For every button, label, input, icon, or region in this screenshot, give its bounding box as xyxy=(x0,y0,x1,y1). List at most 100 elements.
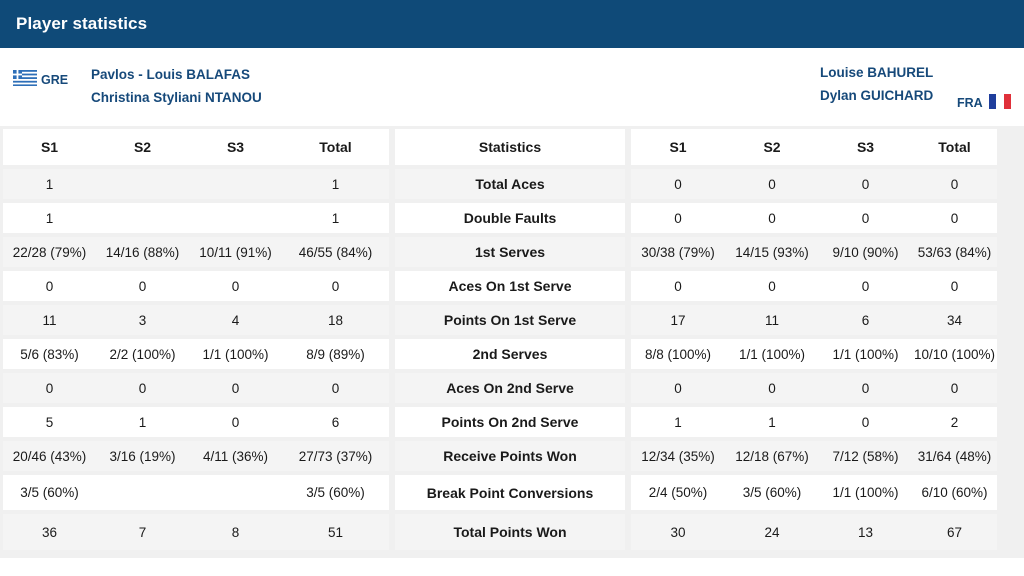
table-row: 3/5 (60%) 3/5 (60%) Break Point Conversion… xyxy=(3,475,997,510)
right-s2-cell: 0 xyxy=(725,373,819,403)
right-header-s3: S3 xyxy=(819,129,912,165)
right-player-2[interactable]: Dylan GUICHARD xyxy=(820,88,934,103)
table-row: 5/6 (83%) 2/2 (100%) 1/1 (100%) 8/9 (89%) 2n… xyxy=(3,339,997,369)
left-s2-cell: 14/16 (88%) xyxy=(96,237,189,267)
stat-label: Receive Points Won xyxy=(395,441,625,471)
stat-label: Total Aces xyxy=(395,169,625,199)
right-s2-cell: 1/1 (100%) xyxy=(725,339,819,369)
page-title: Player statistics xyxy=(16,14,148,33)
stat-label: Double Faults xyxy=(395,203,625,233)
right-s3-cell: 0 xyxy=(819,407,912,437)
right-s3-cell: 7/12 (58%) xyxy=(819,441,912,471)
right-total-cell: 0 xyxy=(912,169,997,199)
left-s2-cell xyxy=(96,203,189,233)
left-s2-cell: 3 xyxy=(96,305,189,335)
left-header-s3: S3 xyxy=(189,129,282,165)
left-s3-cell: 4 xyxy=(189,305,282,335)
left-total-cell: 1 xyxy=(282,169,389,199)
right-s3-cell: 1/1 (100%) xyxy=(819,339,912,369)
statistics-header: Statistics xyxy=(395,129,625,165)
stat-label: 1st Serves xyxy=(395,237,625,267)
left-s1-cell: 0 xyxy=(3,271,96,301)
right-total-cell: 34 xyxy=(912,305,997,335)
left-s2-cell: 0 xyxy=(96,271,189,301)
table-row: 36 7 8 51 Total Points Won 30 24 13 67 xyxy=(3,514,997,550)
right-s2-cell: 0 xyxy=(725,169,819,199)
right-country-code: FRA xyxy=(957,96,983,110)
left-s1-cell: 36 xyxy=(3,514,96,550)
left-s3-cell: 0 xyxy=(189,271,282,301)
right-total-cell: 10/10 (100%) xyxy=(912,339,997,369)
left-s1-cell: 1 xyxy=(3,203,96,233)
left-s3-cell: 0 xyxy=(189,407,282,437)
left-s3-cell: 1/1 (100%) xyxy=(189,339,282,369)
left-s3-cell xyxy=(189,203,282,233)
stats-table: S1 S2 S3 Total Statistics S1 S2 S3 Total… xyxy=(3,125,997,554)
table-row: 20/46 (43%) 3/16 (19%) 4/11 (36%) 27/73 (37… xyxy=(3,441,997,471)
left-player-2[interactable]: Christina Styliani NTANOU xyxy=(91,90,262,105)
left-s1-cell: 1 xyxy=(3,169,96,199)
left-player-1[interactable]: Pavlos - Louis BALAFAS xyxy=(91,67,251,82)
right-total-cell: 6/10 (60%) xyxy=(912,475,997,510)
stats-panel: S1 S2 S3 Total Statistics S1 S2 S3 Total… xyxy=(0,126,1024,558)
left-total-cell: 0 xyxy=(282,271,389,301)
right-s2-cell: 1 xyxy=(725,407,819,437)
right-s1-cell: 30/38 (79%) xyxy=(631,237,725,267)
right-s2-cell: 14/15 (93%) xyxy=(725,237,819,267)
right-s2-cell: 11 xyxy=(725,305,819,335)
right-s3-cell: 13 xyxy=(819,514,912,550)
greece-flag-icon xyxy=(13,70,37,86)
right-s3-cell: 0 xyxy=(819,169,912,199)
left-total-cell: 3/5 (60%) xyxy=(282,475,389,510)
left-s3-cell: 4/11 (36%) xyxy=(189,441,282,471)
stat-label: Break Point Conversions xyxy=(395,475,625,510)
left-s1-cell: 22/28 (79%) xyxy=(3,237,96,267)
right-total-cell: 67 xyxy=(912,514,997,550)
left-country-code: GRE xyxy=(41,73,69,87)
left-total-cell: 8/9 (89%) xyxy=(282,339,389,369)
right-s3-cell: 0 xyxy=(819,203,912,233)
left-total-cell: 46/55 (84%) xyxy=(282,237,389,267)
table-row: 5 1 0 6 Points On 2nd Serve 1 1 0 2 xyxy=(3,407,997,437)
right-s3-cell: 6 xyxy=(819,305,912,335)
left-s3-cell xyxy=(189,475,282,510)
stat-label: 2nd Serves xyxy=(395,339,625,369)
right-player-1[interactable]: Louise BAHUREL xyxy=(820,65,934,80)
left-total-cell: 6 xyxy=(282,407,389,437)
left-total-cell: 27/73 (37%) xyxy=(282,441,389,471)
left-s2-cell: 2/2 (100%) xyxy=(96,339,189,369)
left-s3-cell: 8 xyxy=(189,514,282,550)
right-header-s2: S2 xyxy=(725,129,819,165)
left-s1-cell: 3/5 (60%) xyxy=(3,475,96,510)
right-s2-cell: 0 xyxy=(725,271,819,301)
right-total-cell: 0 xyxy=(912,203,997,233)
table-row: 22/28 (79%) 14/16 (88%) 10/11 (91%) 46/55 (… xyxy=(3,237,997,267)
right-total-cell: 0 xyxy=(912,373,997,403)
right-s3-cell: 0 xyxy=(819,373,912,403)
left-header-total: Total xyxy=(282,129,389,165)
left-header-s2: S2 xyxy=(96,129,189,165)
right-header-s1: S1 xyxy=(631,129,725,165)
right-s1-cell: 0 xyxy=(631,169,725,199)
right-s1-cell: 2/4 (50%) xyxy=(631,475,725,510)
table-row: 11 3 4 18 Points On 1st Serve 17 11 6 34 xyxy=(3,305,997,335)
stat-label: Points On 1st Serve xyxy=(395,305,625,335)
right-s2-cell: 0 xyxy=(725,203,819,233)
right-s3-cell: 0 xyxy=(819,271,912,301)
left-s1-cell: 5/6 (83%) xyxy=(3,339,96,369)
right-s1-cell: 0 xyxy=(631,373,725,403)
table-row: 1 1 Total Aces 0 0 0 0 xyxy=(3,169,997,199)
france-flag-icon xyxy=(989,94,1011,109)
left-header-s1: S1 xyxy=(3,129,96,165)
left-total-cell: 1 xyxy=(282,203,389,233)
teams-header: GRE Pavlos - Louis BALAFAS Christina Sty… xyxy=(0,48,1024,126)
left-s1-cell: 5 xyxy=(3,407,96,437)
right-total-cell: 0 xyxy=(912,271,997,301)
header-bar: Player statistics xyxy=(0,0,1024,48)
right-s1-cell: 30 xyxy=(631,514,725,550)
right-s1-cell: 17 xyxy=(631,305,725,335)
right-s2-cell: 12/18 (67%) xyxy=(725,441,819,471)
table-row: 0 0 0 0 Aces On 1st Serve 0 0 0 0 xyxy=(3,271,997,301)
right-s3-cell: 1/1 (100%) xyxy=(819,475,912,510)
right-s1-cell: 8/8 (100%) xyxy=(631,339,725,369)
